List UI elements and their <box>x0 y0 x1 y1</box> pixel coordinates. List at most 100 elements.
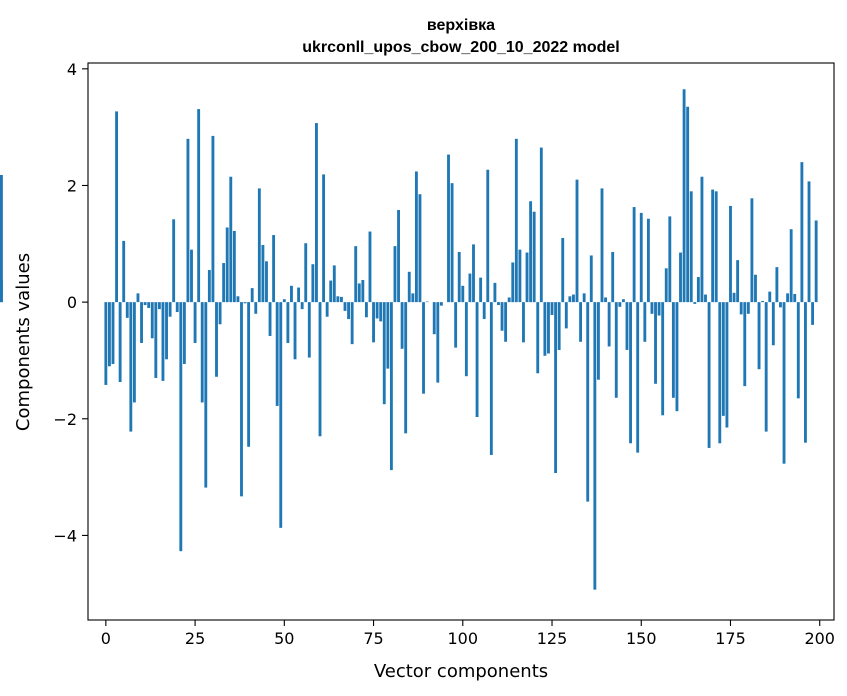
bar-60 <box>318 302 322 437</box>
bar-28 <box>204 302 208 488</box>
bar-77 <box>379 302 383 322</box>
bar-113 <box>507 297 511 303</box>
y-tick-label: −4 <box>53 526 77 545</box>
bar-110 <box>497 302 500 306</box>
bar-146 <box>625 302 629 350</box>
bar-195 <box>800 162 804 303</box>
bar-148 <box>632 207 636 303</box>
bar-63 <box>329 280 333 303</box>
bar-167 <box>700 176 704 303</box>
bar-71 <box>357 283 361 303</box>
bar-102 <box>468 273 472 303</box>
bar-86 <box>411 293 415 303</box>
bar-153 <box>650 302 654 314</box>
bar-39 <box>243 302 247 304</box>
bar-101 <box>464 302 468 377</box>
bar-43 <box>257 188 261 303</box>
bar-76 <box>375 302 379 319</box>
bar-141 <box>607 302 611 347</box>
bar-0 <box>104 302 108 385</box>
bar-178 <box>739 302 743 315</box>
bar-48 <box>275 302 279 406</box>
bar-78 <box>382 302 386 405</box>
bar-192 <box>789 229 793 303</box>
y-tick-label: 0 <box>67 293 77 312</box>
bar-183 <box>757 302 761 370</box>
bar-140 <box>604 297 607 303</box>
bar-177 <box>736 260 740 303</box>
bar-123 <box>543 302 547 356</box>
bar-33 <box>222 263 226 303</box>
bar-92 <box>432 302 436 335</box>
bar-126 <box>554 302 558 474</box>
bar-160 <box>675 302 679 412</box>
bar-108 <box>489 302 493 455</box>
chart-title-line-1: верхівка <box>427 17 495 34</box>
bar-199 <box>814 220 818 303</box>
bar-118 <box>525 252 529 303</box>
bar-16 <box>161 302 165 381</box>
bar-68 <box>347 302 350 320</box>
bar-67 <box>343 302 347 311</box>
bar-82 <box>397 209 400 303</box>
bar-138 <box>596 302 600 380</box>
bar-184 <box>761 300 765 303</box>
x-tick-label: 0 <box>101 629 111 648</box>
bar-89 <box>422 302 425 394</box>
y-axis-label: Components values <box>13 253 34 431</box>
bar-117 <box>522 302 525 343</box>
bar-172 <box>718 302 722 444</box>
bar-88 <box>418 194 422 303</box>
bar-162 <box>682 89 686 303</box>
bar-169 <box>707 302 711 448</box>
bar-170 <box>711 189 715 303</box>
bar-174 <box>725 302 729 428</box>
x-tick-label: 200 <box>804 629 835 648</box>
bar-57 <box>307 302 311 358</box>
bar-93 <box>436 302 440 383</box>
bar-80 <box>389 302 393 471</box>
bar-159 <box>671 302 675 398</box>
bar-18 <box>168 302 172 317</box>
bar-190 <box>782 302 786 464</box>
bar-182 <box>754 274 757 303</box>
bar-127 <box>557 302 561 350</box>
y-tick-label: −2 <box>53 410 77 429</box>
bar-135 <box>586 302 590 502</box>
bar-29 <box>207 270 211 303</box>
bar-147 <box>629 302 632 444</box>
bar-9 <box>136 293 140 303</box>
bar-157 <box>664 268 668 303</box>
bar-38 <box>240 302 243 497</box>
bar-175 <box>729 205 732 303</box>
bar-99 <box>457 251 461 303</box>
bar-165 <box>693 302 697 304</box>
bar-185 <box>764 302 768 432</box>
bar-130 <box>568 296 572 303</box>
bar-103 <box>472 244 475 303</box>
x-tick-label: 125 <box>537 629 568 648</box>
bar-83 <box>400 302 404 349</box>
bar-75 <box>372 302 375 343</box>
bar-119 <box>529 201 533 303</box>
bar-40 <box>247 302 251 447</box>
bar-31 <box>215 302 218 377</box>
bar-51 <box>286 302 290 343</box>
bar-90 <box>425 301 429 303</box>
x-tick-label: 150 <box>626 629 657 648</box>
bar-25 <box>193 302 197 343</box>
bar-undefined <box>0 174 3 303</box>
bar-179 <box>743 302 747 387</box>
bar-142 <box>611 251 615 303</box>
bar-59 <box>315 123 318 303</box>
x-tick-label: 50 <box>274 629 294 648</box>
bar-176 <box>732 292 736 303</box>
bar-10 <box>140 302 143 343</box>
bar-166 <box>696 277 700 303</box>
bar-87 <box>414 171 418 303</box>
bar-34 <box>225 227 229 303</box>
bar-116 <box>518 249 522 303</box>
y-tick-label: 4 <box>67 60 77 79</box>
bar-74 <box>368 231 372 303</box>
bar-27 <box>200 302 204 403</box>
